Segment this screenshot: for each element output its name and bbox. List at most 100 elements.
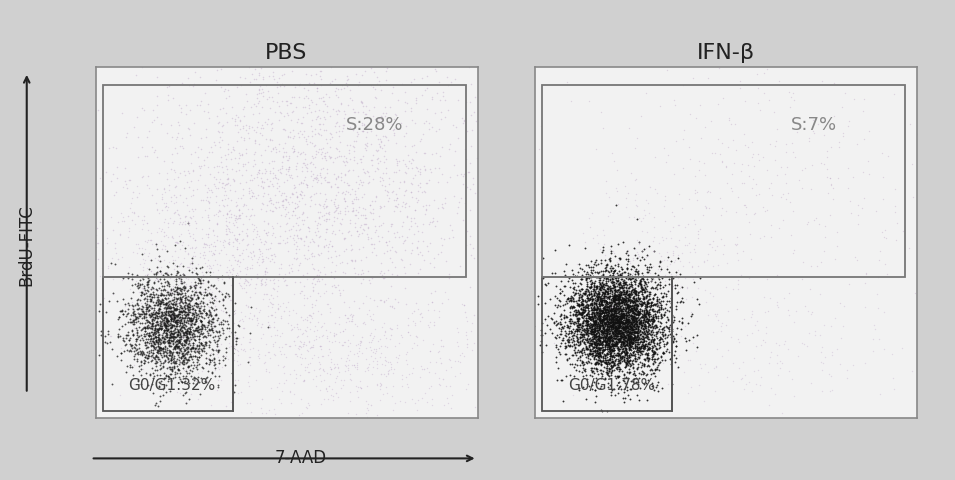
Point xyxy=(594,290,609,298)
Point xyxy=(608,332,624,340)
Point xyxy=(644,351,659,359)
Point xyxy=(505,385,520,393)
Point xyxy=(556,306,571,313)
Point xyxy=(669,243,685,251)
Point xyxy=(311,148,327,156)
Point xyxy=(151,301,166,309)
Point xyxy=(610,330,626,337)
Point xyxy=(194,368,209,375)
Point xyxy=(399,350,414,358)
Point xyxy=(626,303,641,311)
Point xyxy=(618,318,633,326)
Point xyxy=(88,231,103,239)
Point xyxy=(265,340,281,348)
Point xyxy=(166,294,181,301)
Point xyxy=(239,213,254,220)
Point xyxy=(202,309,218,316)
Point xyxy=(301,246,316,253)
Point xyxy=(124,276,139,284)
Point xyxy=(592,314,607,322)
Point xyxy=(573,347,588,355)
Point xyxy=(341,75,356,83)
Point xyxy=(185,315,201,323)
Point xyxy=(650,301,666,309)
Point xyxy=(201,312,216,319)
Point xyxy=(814,348,829,356)
Point xyxy=(414,365,430,373)
Point xyxy=(608,341,624,348)
Point xyxy=(617,394,632,402)
Point xyxy=(386,207,401,215)
Point xyxy=(606,295,622,303)
Point xyxy=(659,28,674,36)
Point xyxy=(816,359,831,367)
Point xyxy=(265,68,281,75)
Point xyxy=(832,138,847,145)
Point xyxy=(130,154,145,161)
Point xyxy=(584,342,600,350)
Point xyxy=(445,121,460,129)
Point xyxy=(172,318,187,325)
Point xyxy=(321,93,336,100)
Point xyxy=(184,259,200,267)
Point xyxy=(563,312,579,320)
Point xyxy=(662,323,677,331)
Point xyxy=(159,351,174,359)
Point xyxy=(437,288,453,296)
Point xyxy=(731,280,746,288)
Title: PBS: PBS xyxy=(265,43,308,63)
Point xyxy=(611,326,626,334)
Point xyxy=(183,335,199,343)
Point xyxy=(574,298,589,305)
Point xyxy=(329,108,344,115)
Point xyxy=(587,352,603,360)
Point xyxy=(611,328,626,336)
Point xyxy=(562,317,577,325)
Point xyxy=(154,325,169,333)
Point xyxy=(343,15,358,23)
Point xyxy=(313,145,329,153)
Point xyxy=(171,327,186,335)
Point xyxy=(389,197,404,204)
Point xyxy=(289,333,305,340)
Point xyxy=(599,360,614,367)
Point xyxy=(582,350,597,358)
Point xyxy=(679,337,694,345)
Point xyxy=(625,322,640,329)
Point xyxy=(308,382,324,390)
Point xyxy=(162,308,178,316)
Point xyxy=(179,356,194,363)
Point xyxy=(614,318,629,326)
Point xyxy=(642,310,657,317)
Point xyxy=(629,305,645,312)
Point xyxy=(103,332,118,340)
Point xyxy=(587,320,603,328)
Point xyxy=(331,147,347,155)
Point xyxy=(599,264,614,271)
Point xyxy=(603,326,618,334)
Point xyxy=(363,330,378,337)
Point xyxy=(382,237,397,245)
Point xyxy=(595,352,610,360)
Point xyxy=(597,302,612,310)
Point xyxy=(584,336,600,343)
Point xyxy=(627,301,643,309)
Point xyxy=(197,377,212,385)
Point xyxy=(582,214,597,222)
Point xyxy=(569,322,584,329)
Point xyxy=(343,311,358,318)
Point xyxy=(633,324,648,331)
Point xyxy=(223,261,239,269)
Point xyxy=(640,323,655,330)
Point xyxy=(592,344,607,352)
Point xyxy=(721,143,736,151)
Point xyxy=(605,353,620,361)
Point xyxy=(330,93,346,100)
Point xyxy=(649,339,665,347)
Point xyxy=(287,199,303,206)
Point xyxy=(605,272,620,280)
Point xyxy=(578,336,593,344)
Point xyxy=(592,316,607,324)
Point xyxy=(294,194,309,202)
Point xyxy=(601,288,616,296)
